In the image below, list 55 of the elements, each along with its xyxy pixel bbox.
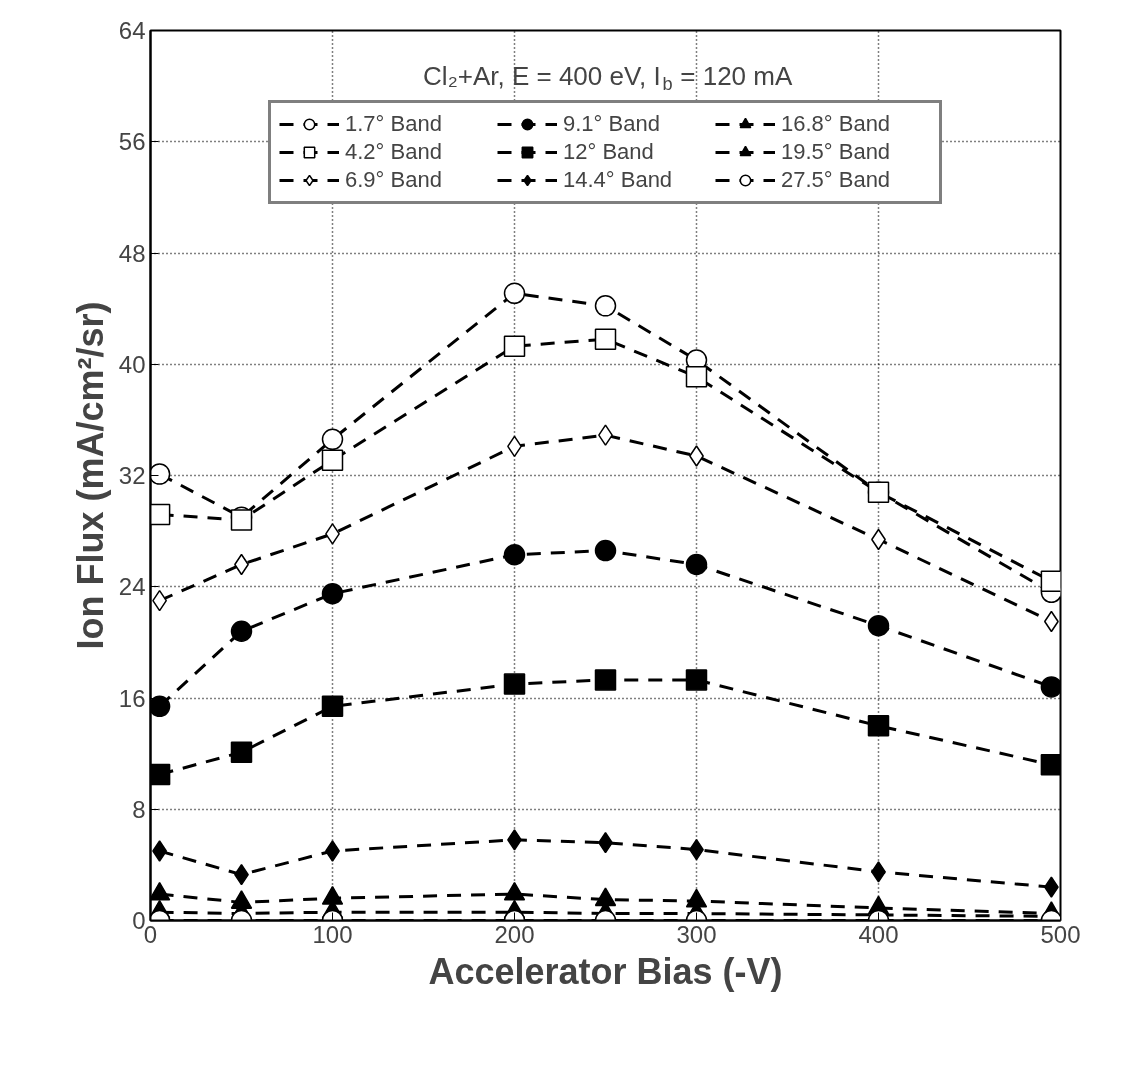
point — [503, 335, 526, 357]
point — [1043, 876, 1059, 898]
y-axis-title: Ion Flux (mA/cm²/sr) — [69, 301, 111, 650]
legend-label: 19.5° Band — [781, 139, 892, 165]
y-tick-label: 48 — [118, 239, 146, 267]
point — [503, 544, 526, 566]
x-axis-title: Accelerator Bias (-V) — [428, 950, 783, 992]
point — [685, 366, 708, 388]
point — [1040, 676, 1061, 698]
y-tick-label: 16 — [118, 684, 146, 712]
point — [321, 449, 344, 471]
point — [594, 295, 617, 317]
point — [867, 614, 890, 637]
x-tick-label: 200 — [494, 920, 535, 948]
point — [152, 840, 168, 862]
legend-label: 4.2° Band — [345, 139, 443, 165]
y-tick-label: 32 — [118, 462, 146, 489]
point — [321, 428, 344, 451]
legend-label: 1.7° Band — [345, 111, 443, 137]
point — [594, 328, 617, 350]
point — [594, 539, 617, 562]
legend-label: 9.1° Band — [563, 111, 661, 137]
point — [1040, 754, 1061, 776]
point — [321, 695, 344, 718]
y-tick-label: 24 — [118, 573, 146, 601]
y-tick-label: 40 — [118, 350, 146, 378]
point — [685, 669, 708, 691]
point — [867, 481, 890, 503]
y-tick-label: 8 — [132, 795, 146, 823]
legend-label: 6.9° Band — [345, 167, 443, 193]
point — [503, 282, 526, 305]
point — [150, 463, 171, 485]
y-tick-label: 64 — [118, 17, 146, 44]
legend-label: 14.4° Band — [563, 167, 674, 193]
point — [230, 741, 253, 763]
point — [150, 881, 171, 901]
point — [594, 887, 617, 907]
point — [867, 715, 890, 737]
point — [321, 885, 344, 905]
y-tick-label: 56 — [118, 128, 146, 156]
legend-label: 16.8° Band — [781, 111, 892, 137]
legend-label: 12° Band — [563, 139, 655, 165]
point — [1040, 570, 1061, 592]
point — [230, 620, 253, 642]
point — [503, 881, 526, 901]
x-tick-label: 100 — [312, 920, 353, 948]
point — [150, 695, 171, 718]
point — [503, 673, 526, 695]
point — [685, 553, 708, 576]
point — [321, 582, 344, 605]
legend-label: 27.5° Band — [781, 167, 892, 193]
x-tick-label: 300 — [676, 920, 717, 948]
x-tick-label: 400 — [858, 920, 899, 948]
x-tick-label: 500 — [1040, 920, 1081, 948]
point — [594, 669, 617, 691]
